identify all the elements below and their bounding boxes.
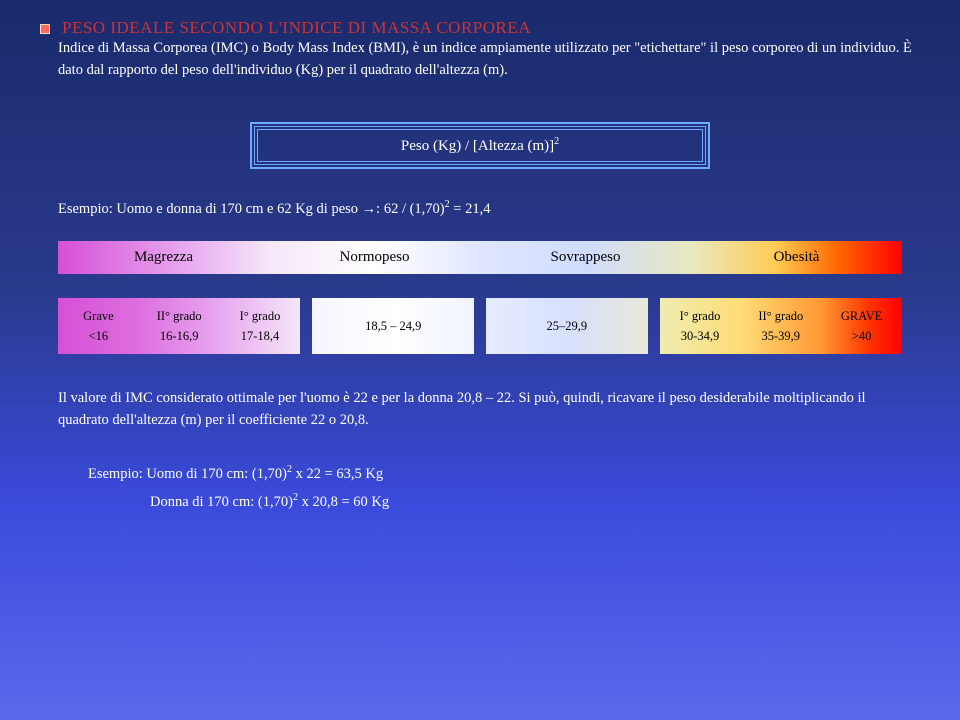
category-bar: Magrezza Normopeso Sovrappeso Obesità xyxy=(58,241,902,274)
range-cell: II° grado35-39,9 xyxy=(740,298,821,354)
bullet-icon xyxy=(40,24,50,34)
range-cell: 18,5 – 24,9 xyxy=(312,298,474,354)
cat-magrezza: Magrezza xyxy=(58,241,269,274)
range-cell: Grave<16 xyxy=(58,298,139,354)
range-bar: Grave<16 II° grado16-16,9 I° grado17-18,… xyxy=(58,298,902,354)
range-cell: 25–29,9 xyxy=(486,298,648,354)
formula-frame: Peso (Kg) / [Altezza (m)]2 xyxy=(250,122,710,169)
example-1: Esempio: Uomo e donna di 170 cm e 62 Kg … xyxy=(58,199,920,218)
formula-text: Peso (Kg) / [Altezza (m)] xyxy=(401,138,554,154)
cat-sovrappeso: Sovrappeso xyxy=(480,241,691,274)
formula-exponent: 2 xyxy=(554,136,559,147)
example-calc: : 62 / (1,70) xyxy=(376,200,444,216)
arrow-icon: → xyxy=(362,200,377,216)
example2-label: Esempio: xyxy=(88,466,143,482)
range-cell: I° grado30-34,9 xyxy=(660,298,741,354)
example-result: = 21,4 xyxy=(450,200,491,216)
cat-normopeso: Normopeso xyxy=(269,241,480,274)
cat-obesita: Obesità xyxy=(691,241,902,274)
title-row: PESO IDEALE SECONDO L'INDICE DI MASSA CO… xyxy=(40,18,920,38)
paragraph-2: Il valore di IMC considerato ottimale pe… xyxy=(58,388,902,432)
range-group-normo: 18,5 – 24,9 xyxy=(312,298,474,354)
example-text: Uomo e donna di 170 cm e 62 Kg di peso xyxy=(113,200,362,216)
range-cell: I° grado17-18,4 xyxy=(220,298,301,354)
intro-paragraph: Indice di Massa Corporea (IMC) o Body Ma… xyxy=(40,38,920,82)
range-cell: GRAVE>40 xyxy=(821,298,902,354)
range-group-magrezza: Grave<16 II° grado16-16,9 I° grado17-18,… xyxy=(58,298,300,354)
page-title: PESO IDEALE SECONDO L'INDICE DI MASSA CO… xyxy=(62,18,531,37)
range-group-sovr: 25–29,9 xyxy=(486,298,648,354)
range-cell: II° grado16-16,9 xyxy=(139,298,220,354)
range-group-obesita: I° grado30-34,9 II° grado35-39,9 GRAVE>4… xyxy=(660,298,902,354)
example-2: Esempio: Uomo di 170 cm: (1,70)2 x 22 = … xyxy=(88,460,920,517)
example-label: Esempio: xyxy=(58,200,113,216)
formula-box: Peso (Kg) / [Altezza (m)]2 xyxy=(257,129,703,162)
